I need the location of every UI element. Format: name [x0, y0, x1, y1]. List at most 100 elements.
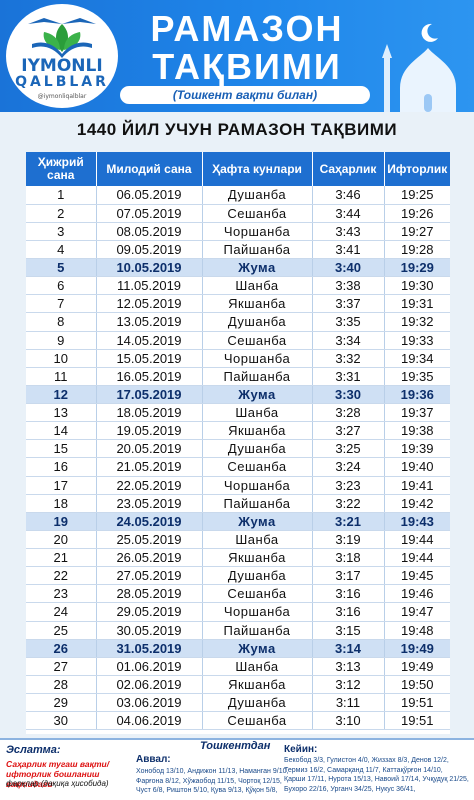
cell-weekday: Жума [202, 512, 313, 531]
cell-hijri: 10 [26, 349, 97, 368]
cell-weekday: Душанба [202, 439, 313, 459]
cell-weekday: Шанба [202, 276, 313, 296]
later-list: Бекобод 3/3, Гулистон 4/0, Жиззах 8/3, Д… [284, 756, 469, 794]
cell-hijri: 13 [26, 403, 97, 423]
cell-suhoor: 3:32 [312, 349, 385, 368]
cell-gregorian: 01.06.2019 [96, 657, 203, 676]
cell-gregorian: 21.05.2019 [96, 457, 203, 477]
cell-hijri: 26 [26, 639, 97, 658]
cell-suhoor: 3:23 [312, 476, 385, 495]
brand-name-line1: IYMONLI [21, 56, 103, 76]
header-iftar: Ифторлик [384, 152, 450, 186]
cell-suhoor: 3:38 [312, 276, 385, 296]
cell-iftar: 19:44 [384, 530, 450, 550]
cell-hijri: 2 [26, 204, 97, 223]
cell-iftar: 19:42 [384, 494, 450, 513]
cell-gregorian: 27.05.2019 [96, 566, 203, 586]
cell-gregorian: 26.05.2019 [96, 548, 203, 568]
cell-suhoor: 3:22 [312, 494, 385, 513]
cell-weekday: Душанба [202, 186, 313, 205]
cell-weekday: Жума [202, 258, 313, 278]
cell-weekday: Душанба [202, 312, 313, 332]
cell-suhoor: 3:34 [312, 331, 385, 350]
cell-suhoor: 3:44 [312, 204, 385, 223]
table-row: 2 07.05.2019 Сешанба 3:44 19:26 [26, 204, 450, 223]
cell-suhoor: 3:13 [312, 657, 385, 676]
earlier-title: Аввал: [136, 754, 171, 765]
cell-iftar: 19:38 [384, 421, 450, 441]
cell-iftar: 19:33 [384, 331, 450, 350]
table-row: 6 11.05.2019 Шанба 3:38 19:30 [26, 276, 450, 296]
cell-iftar: 19:44 [384, 548, 450, 568]
table-row: 23 28.05.2019 Сешанба 3:16 19:46 [26, 584, 450, 604]
cell-gregorian: 28.05.2019 [96, 584, 203, 604]
cell-suhoor: 3:12 [312, 675, 385, 695]
cell-gregorian: 22.05.2019 [96, 476, 203, 495]
cell-suhoor: 3:35 [312, 312, 385, 332]
cell-suhoor: 3:14 [312, 639, 385, 658]
later-title: Кейин: [284, 744, 318, 755]
cell-gregorian: 25.05.2019 [96, 530, 203, 550]
earlier-line: Фарғона 8/12, Хўжаобод 11/15, Чортоқ 12/… [136, 777, 282, 785]
cell-iftar: 19:29 [384, 258, 450, 278]
cell-iftar: 19:41 [384, 476, 450, 495]
cell-weekday: Сешанба [202, 711, 313, 731]
logo: IYMONLI QALBLAR @iymonliqalblar [6, 4, 118, 108]
cell-suhoor: 3:27 [312, 421, 385, 441]
table-row: 27 01.06.2019 Шанба 3:13 19:49 [26, 657, 450, 676]
cell-suhoor: 3:37 [312, 294, 385, 314]
cell-iftar: 19:48 [384, 621, 450, 640]
cell-weekday: Жума [202, 385, 313, 405]
footer-notes: Эслатма: Саҳарлик тугаш вақти/ ифторлик … [0, 738, 474, 800]
table-row: 4 09.05.2019 Пайшанба 3:41 19:28 [26, 240, 450, 260]
cell-hijri: 27 [26, 657, 97, 676]
cell-gregorian: 08.05.2019 [96, 222, 203, 241]
cell-iftar: 19:43 [384, 512, 450, 531]
cell-weekday: Шанба [202, 530, 313, 550]
cell-suhoor: 3:31 [312, 367, 385, 386]
cell-weekday: Сешанба [202, 584, 313, 604]
cell-iftar: 19:34 [384, 349, 450, 368]
table-row: 26 31.05.2019 Жума 3:14 19:49 [26, 639, 450, 658]
cell-hijri: 23 [26, 584, 97, 604]
table-row: 16 21.05.2019 Сешанба 3:24 19:40 [26, 457, 450, 477]
book-leaf-icon [28, 18, 96, 58]
table-row: 1 06.05.2019 Душанба 3:46 19:25 [26, 186, 450, 205]
cell-weekday: Якшанба [202, 675, 313, 695]
table-row: 24 29.05.2019 Чоршанба 3:16 19:47 [26, 602, 450, 622]
cell-suhoor: 3:28 [312, 403, 385, 423]
cell-hijri: 16 [26, 457, 97, 477]
cell-weekday: Якшанба [202, 421, 313, 441]
cell-suhoor: 3:19 [312, 530, 385, 550]
cell-weekday: Чоршанба [202, 349, 313, 368]
cell-gregorian: 07.05.2019 [96, 204, 203, 223]
cell-suhoor: 3:17 [312, 566, 385, 586]
cell-suhoor: 3:16 [312, 602, 385, 622]
cell-hijri: 1 [26, 186, 97, 205]
cell-iftar: 19:31 [384, 294, 450, 314]
cell-weekday: Сешанба [202, 457, 313, 477]
cell-suhoor: 3:11 [312, 693, 385, 713]
cell-gregorian: 04.06.2019 [96, 711, 203, 731]
cell-weekday: Шанба [202, 403, 313, 423]
cell-iftar: 19:25 [384, 186, 450, 205]
table-row: 13 18.05.2019 Шанба 3:28 19:37 [26, 403, 450, 423]
cell-iftar: 19:37 [384, 403, 450, 423]
table-row: 10 15.05.2019 Чоршанба 3:32 19:34 [26, 349, 450, 368]
table-row: 15 20.05.2019 Душанба 3:25 19:39 [26, 439, 450, 459]
cell-hijri: 22 [26, 566, 97, 586]
note-black-text: фарқлар (дақиқа ҳисобида) [6, 779, 109, 788]
cell-suhoor: 3:25 [312, 439, 385, 459]
cell-weekday: Душанба [202, 693, 313, 713]
note-red-line1: Саҳарлик тугаш вақти/ [6, 759, 110, 769]
cell-suhoor: 3:30 [312, 385, 385, 405]
cell-suhoor: 3:16 [312, 584, 385, 604]
cell-gregorian: 19.05.2019 [96, 421, 203, 441]
page-title-line2: ТАҚВИМИ [152, 46, 342, 87]
cell-iftar: 19:47 [384, 602, 450, 622]
cell-weekday: Пайшанба [202, 367, 313, 386]
cell-gregorian: 18.05.2019 [96, 403, 203, 423]
brand-name-line2: QALBLAR [15, 74, 109, 90]
cell-gregorian: 11.05.2019 [96, 276, 203, 296]
later-line: Бухоро 22/16, Урганч 34/25, Нукус 36/41, [284, 785, 416, 793]
